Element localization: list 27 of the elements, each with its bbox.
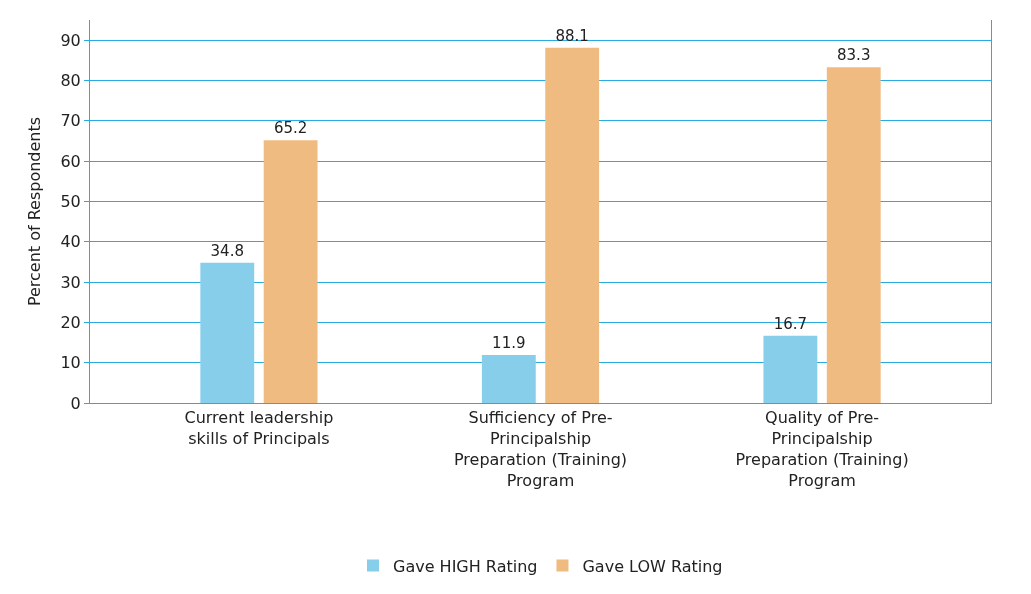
y-axis-title: Percent of Respondents [25,116,45,307]
y-tick-label: 40 [60,232,81,252]
y-tick-label: 10 [60,353,81,373]
bar [481,355,536,403]
y-tick-label: 20 [60,312,81,332]
data-label: 65.2 [273,119,308,138]
x-tick-label: Sufficiency of Pre-Principalship Preparation (Training) Program [453,408,628,490]
y-tick-label: 80 [60,71,81,91]
y-tick-label: 70 [60,111,81,131]
legend-label: Gave LOW Rating [582,556,723,576]
y-tick-label: 90 [60,30,81,50]
bar [826,67,881,403]
x-tick-label: Current leadership skills of Principals [184,408,334,448]
data-label: 11.9 [492,334,526,353]
data-label: 34.8 [210,241,244,260]
y-tick-label: 50 [60,192,81,212]
legend-label: Gave HIGH Rating [393,556,538,576]
y-tick-label: 60 [60,151,81,171]
y-tick-label: 30 [60,272,81,292]
bar [263,140,318,403]
bar [200,262,255,403]
data-label: 88.1 [555,26,589,45]
bar [545,47,600,403]
data-label: 83.3 [837,46,871,65]
bar [763,335,818,403]
x-tick-label: Quality of Pre-Principalship Preparation (Training) Program [735,408,909,490]
y-tick-label: 0 [70,393,81,413]
